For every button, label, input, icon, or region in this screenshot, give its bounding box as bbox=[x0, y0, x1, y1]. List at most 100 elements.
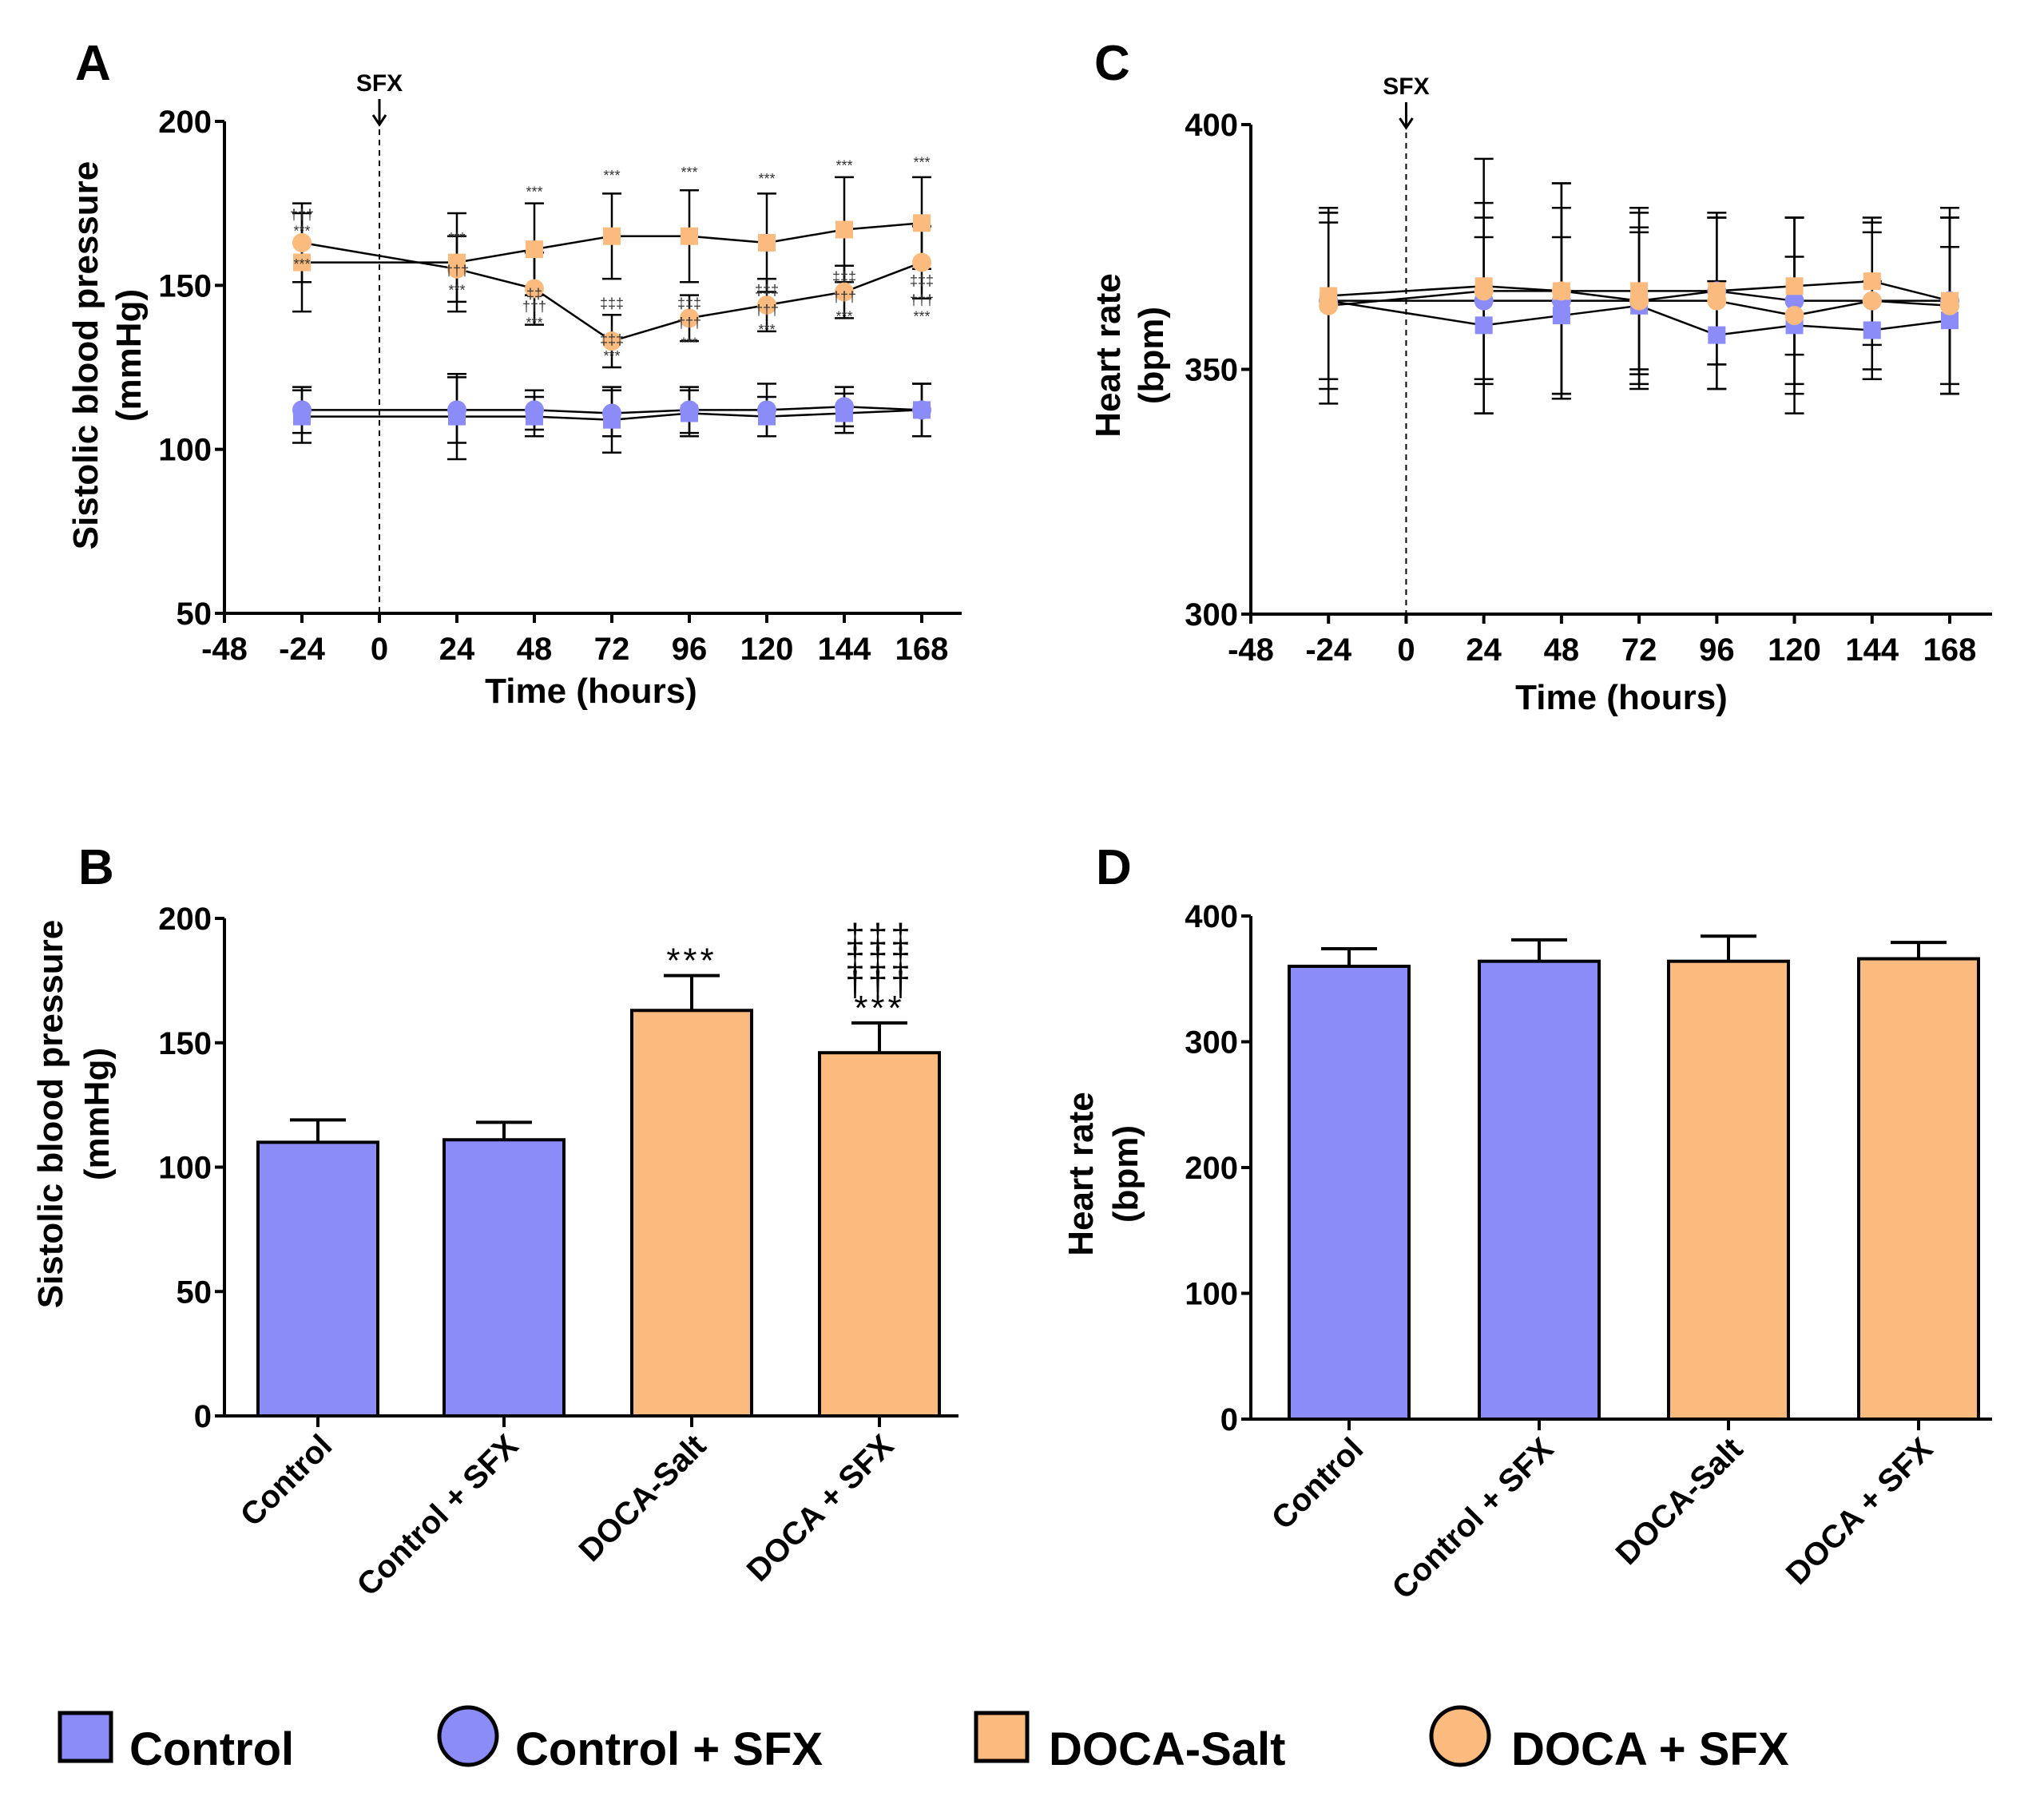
panel-a-sfx-label: SFX bbox=[356, 70, 403, 97]
panel-c-x-tick-label: 120 bbox=[1768, 632, 1821, 668]
panel-b-significance-mark: ‡‡‡ bbox=[845, 941, 913, 980]
panel-b-ylabel-1: Sistolic blood pressure bbox=[31, 920, 70, 1309]
panel-a-sfx-arrow-head bbox=[371, 114, 387, 127]
panel-c-x-tick-label: 0 bbox=[1397, 632, 1415, 668]
legend: Control Control + SFX DOCA-Salt DOCA + S… bbox=[58, 1705, 1789, 1775]
panel-a-significance-mark: ††† bbox=[755, 302, 779, 318]
panel-d-bar-control-sfx bbox=[1478, 959, 1601, 1421]
panel-a-point-doca-sfx bbox=[757, 295, 776, 315]
panel-c-point-doca-salt bbox=[1785, 277, 1804, 295]
panel-a-point-doca-sfx bbox=[292, 232, 312, 252]
panel-c-x-tick-label: 168 bbox=[1923, 632, 1977, 668]
panel-a-significance-mark: ‡‡‡ bbox=[600, 295, 624, 311]
legend-marker-control bbox=[58, 1711, 113, 1763]
panel-b-x-tick-label: DOCA + SFX bbox=[740, 1428, 901, 1588]
panel-a-significance-mark: ††† bbox=[445, 263, 469, 279]
panel-c-x-tick-label: 72 bbox=[1621, 632, 1657, 668]
panel-c-x-tick-label: 96 bbox=[1699, 632, 1735, 668]
panel-b-x-tick-label: Control + SFX bbox=[350, 1428, 525, 1603]
panel-d-bar-doca-sfx bbox=[1857, 957, 1980, 1422]
panel-c-y-tick-label: 300 bbox=[1185, 597, 1238, 632]
panel-d-y-tick-label: 0 bbox=[1220, 1402, 1238, 1437]
panel-a-significance-mark: *** bbox=[913, 309, 930, 325]
panel-a-significance-mark: ††† bbox=[522, 299, 546, 315]
panel-a-point-control-sfx bbox=[757, 400, 776, 420]
panel-c-point-doca-sfx bbox=[1940, 295, 1959, 315]
panel-b-y-tick-label: 0 bbox=[194, 1399, 212, 1434]
panel-a-label: A bbox=[75, 36, 111, 91]
panel-c-point-doca-sfx bbox=[1551, 281, 1571, 301]
panel-a-ylabel-2: (mmHg) bbox=[109, 289, 149, 422]
panel-b-bar-control-sfx bbox=[443, 1138, 566, 1418]
legend-marker-doca-sfx bbox=[1429, 1705, 1491, 1767]
panel-a-point-control-sfx bbox=[680, 400, 699, 420]
legend-marker-control-sfx bbox=[437, 1705, 499, 1767]
panel-a-point-control-sfx bbox=[835, 397, 854, 417]
panel-a-significance-mark: *** bbox=[835, 309, 852, 325]
panel-a-point-doca-salt bbox=[681, 227, 698, 245]
panel-c-y-tick-label: 350 bbox=[1185, 353, 1238, 388]
panel-b-bar-doca-salt bbox=[630, 1009, 753, 1418]
panel-a-point-doca-sfx bbox=[680, 308, 699, 328]
panel-b-ylabel-2: (mmHg) bbox=[77, 1048, 117, 1180]
panel-a-point-control-sfx bbox=[912, 400, 931, 420]
panel-c-label: C bbox=[1094, 36, 1130, 91]
panel-a-significance-mark: *** bbox=[681, 165, 697, 180]
panel-d-plot: 0 100 200 300 400 Control Control + SFX DOCA-Sa… bbox=[1185, 899, 1992, 1606]
panel-a-y-tick-label: 150 bbox=[158, 268, 212, 303]
panel-a-significance-mark: ‡‡‡ bbox=[910, 272, 934, 288]
panel-b-x-tick-label: Control bbox=[234, 1428, 339, 1533]
panel-a-significance-mark: *** bbox=[448, 230, 465, 246]
panel-b-y-tick-label: 50 bbox=[177, 1275, 212, 1310]
panel-c-point-control bbox=[1552, 307, 1570, 325]
panel-c-x-tick-label: 24 bbox=[1466, 632, 1502, 668]
panel-a-point-doca-salt bbox=[835, 220, 853, 239]
panel-a-y-tick-label: 50 bbox=[177, 597, 212, 632]
panel-c-ylabel-2: (bpm) bbox=[1132, 307, 1171, 404]
panel-d-x-tick-label: Control bbox=[1265, 1431, 1371, 1536]
panel-a-significance-mark: *** bbox=[758, 322, 775, 338]
panel-c-line-doca-sfx bbox=[1328, 290, 1951, 317]
panel-a-point-doca-sfx bbox=[912, 252, 931, 272]
panel-a-x-tick-label: 168 bbox=[895, 632, 949, 667]
panel-a-significance-mark: *** bbox=[681, 335, 697, 351]
panel-a-significance-mark: ††† bbox=[832, 289, 856, 305]
panel-a-x-tick-label: -24 bbox=[279, 632, 326, 667]
legend-marker-doca-salt bbox=[974, 1711, 1030, 1763]
panel-a-line-control bbox=[302, 409, 923, 421]
panel-d-label: D bbox=[1096, 840, 1132, 895]
panel-c-point-doca-salt bbox=[1863, 272, 1881, 291]
panel-d-y-tick-label: 200 bbox=[1185, 1151, 1238, 1186]
panel-c-point-doca-sfx bbox=[1784, 306, 1804, 326]
panel-d-y-tick-label: 100 bbox=[1185, 1277, 1238, 1312]
panel-c-xlabel: Time (hours) bbox=[1515, 678, 1728, 717]
panel-c-line-control bbox=[1328, 299, 1951, 336]
panel-a-x-tick-label: 144 bbox=[818, 632, 871, 667]
panel-d-ylabel-1: Heart rate bbox=[1062, 1092, 1101, 1255]
panel-a-point-doca-sfx bbox=[447, 259, 466, 279]
panel-b-bar-control bbox=[256, 1140, 379, 1418]
panel-a-x-tick-label: 48 bbox=[517, 632, 553, 667]
panel-c-ylabel-1: Heart rate bbox=[1089, 273, 1128, 437]
panel-b-bar-doca-sfx bbox=[818, 1051, 941, 1418]
panel-a-line-control-sfx bbox=[302, 406, 923, 414]
legend-label-control-sfx: Control + SFX bbox=[515, 1723, 823, 1775]
legend-label-doca-sfx: DOCA + SFX bbox=[1511, 1723, 1789, 1775]
panel-c-point-control-sfx bbox=[1784, 291, 1804, 311]
panel-a-point-doca-sfx bbox=[602, 331, 621, 351]
panel-c-plot: 300 350 400 -48 -24 0 24 48 72 96 120 144 168 SFX bbox=[1185, 73, 1992, 668]
panel-d-y-tick-label: 400 bbox=[1185, 899, 1238, 934]
panel-c-point-control bbox=[1863, 321, 1881, 339]
panel-a-x-tick-label: 24 bbox=[439, 632, 475, 667]
panel-a-point-doca-salt bbox=[913, 214, 931, 232]
panel-a-significance-mark: ‡‡ bbox=[526, 286, 542, 302]
panel-a-significance-mark: ‡‡‡ bbox=[755, 283, 779, 299]
panel-a-significance-mark: *** bbox=[603, 348, 620, 364]
panel-b-significance-mark: ‡‡‡ bbox=[845, 917, 913, 956]
panel-a-significance-mark: *** bbox=[526, 184, 542, 200]
panel-a-significance-mark: ‡‡‡ bbox=[677, 295, 701, 311]
legend-label-control: Control bbox=[129, 1723, 294, 1775]
panel-a-significance-mark: ‡‡‡ bbox=[600, 331, 624, 347]
panel-c-point-doca-sfx bbox=[1474, 281, 1494, 301]
panel-b-label: B bbox=[78, 840, 114, 895]
